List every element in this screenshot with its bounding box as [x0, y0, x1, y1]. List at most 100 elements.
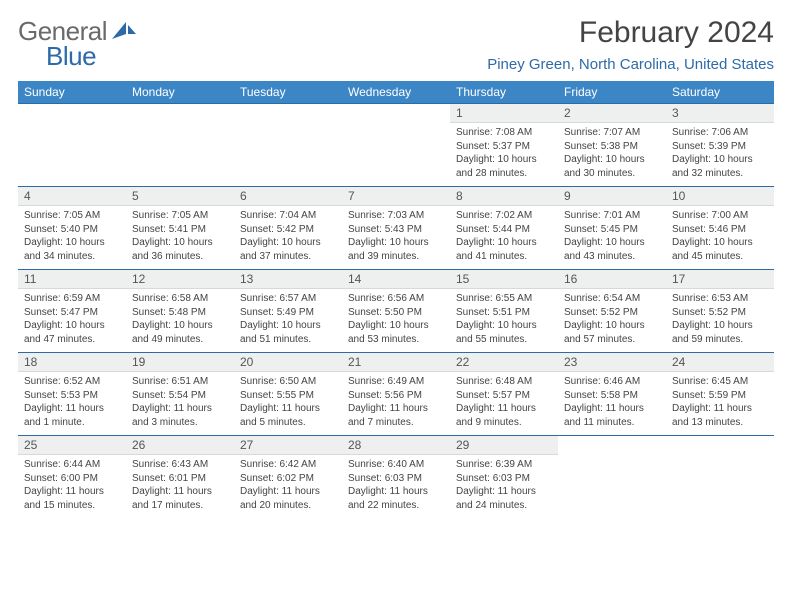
daylight-text-2: and 37 minutes.: [240, 250, 336, 264]
sunrise-text: Sunrise: 6:49 AM: [348, 375, 444, 389]
sunrise-text: Sunrise: 6:52 AM: [24, 375, 120, 389]
page-title: February 2024: [487, 16, 774, 50]
sunset-text: Sunset: 5:37 PM: [456, 140, 552, 154]
sunrise-text: Sunrise: 6:59 AM: [24, 292, 120, 306]
sunrise-text: Sunrise: 6:40 AM: [348, 458, 444, 472]
day-info: Sunrise: 6:56 AMSunset: 5:50 PMDaylight:…: [342, 289, 450, 352]
calendar-day-cell: [558, 436, 666, 519]
daylight-text-2: and 5 minutes.: [240, 416, 336, 430]
day-info: Sunrise: 6:43 AMSunset: 6:01 PMDaylight:…: [126, 455, 234, 518]
day-number: 2: [558, 104, 666, 123]
daylight-text-2: and 20 minutes.: [240, 499, 336, 513]
daylight-text-1: Daylight: 10 hours: [672, 153, 768, 167]
day-info: Sunrise: 6:50 AMSunset: 5:55 PMDaylight:…: [234, 372, 342, 435]
daylight-text-1: Daylight: 11 hours: [24, 402, 120, 416]
sunrise-text: Sunrise: 7:05 AM: [132, 209, 228, 223]
calendar-day-cell: 19Sunrise: 6:51 AMSunset: 5:54 PMDayligh…: [126, 353, 234, 436]
daylight-text-1: Daylight: 10 hours: [348, 319, 444, 333]
calendar-day-cell: 3Sunrise: 7:06 AMSunset: 5:39 PMDaylight…: [666, 104, 774, 187]
day-info: Sunrise: 6:55 AMSunset: 5:51 PMDaylight:…: [450, 289, 558, 352]
day-info: Sunrise: 6:40 AMSunset: 6:03 PMDaylight:…: [342, 455, 450, 518]
day-number: 17: [666, 270, 774, 289]
calendar-day-cell: 27Sunrise: 6:42 AMSunset: 6:02 PMDayligh…: [234, 436, 342, 519]
day-info: Sunrise: 7:05 AMSunset: 5:41 PMDaylight:…: [126, 206, 234, 269]
calendar-week-row: 1Sunrise: 7:08 AMSunset: 5:37 PMDaylight…: [18, 104, 774, 187]
sunrise-text: Sunrise: 7:05 AM: [24, 209, 120, 223]
title-block: February 2024 Piney Green, North Carolin…: [487, 16, 774, 73]
sunset-text: Sunset: 5:45 PM: [564, 223, 660, 237]
day-info: Sunrise: 6:54 AMSunset: 5:52 PMDaylight:…: [558, 289, 666, 352]
sunrise-text: Sunrise: 6:45 AM: [672, 375, 768, 389]
calendar-day-cell: 8Sunrise: 7:02 AMSunset: 5:44 PMDaylight…: [450, 187, 558, 270]
day-header: Friday: [558, 81, 666, 104]
calendar-day-cell: 16Sunrise: 6:54 AMSunset: 5:52 PMDayligh…: [558, 270, 666, 353]
day-number: 8: [450, 187, 558, 206]
day-header: Tuesday: [234, 81, 342, 104]
sunset-text: Sunset: 5:56 PM: [348, 389, 444, 403]
day-header: Thursday: [450, 81, 558, 104]
logo: General Blue: [18, 16, 136, 72]
day-number: 20: [234, 353, 342, 372]
calendar-day-cell: 12Sunrise: 6:58 AMSunset: 5:48 PMDayligh…: [126, 270, 234, 353]
sunrise-text: Sunrise: 6:44 AM: [24, 458, 120, 472]
sunset-text: Sunset: 5:51 PM: [456, 306, 552, 320]
day-number: 25: [18, 436, 126, 455]
sunset-text: Sunset: 6:03 PM: [456, 472, 552, 486]
sunset-text: Sunset: 5:44 PM: [456, 223, 552, 237]
sunrise-text: Sunrise: 6:56 AM: [348, 292, 444, 306]
sunset-text: Sunset: 6:02 PM: [240, 472, 336, 486]
day-number: 13: [234, 270, 342, 289]
daylight-text-1: Daylight: 10 hours: [348, 236, 444, 250]
daylight-text-1: Daylight: 10 hours: [564, 153, 660, 167]
day-number: 28: [342, 436, 450, 455]
daylight-text-2: and 3 minutes.: [132, 416, 228, 430]
day-info: Sunrise: 6:49 AMSunset: 5:56 PMDaylight:…: [342, 372, 450, 435]
day-info: Sunrise: 6:48 AMSunset: 5:57 PMDaylight:…: [450, 372, 558, 435]
day-info: Sunrise: 7:03 AMSunset: 5:43 PMDaylight:…: [342, 206, 450, 269]
day-number: 1: [450, 104, 558, 123]
day-number: 15: [450, 270, 558, 289]
day-info: Sunrise: 6:39 AMSunset: 6:03 PMDaylight:…: [450, 455, 558, 518]
daylight-text-1: Daylight: 10 hours: [564, 319, 660, 333]
daylight-text-1: Daylight: 10 hours: [456, 236, 552, 250]
sunrise-text: Sunrise: 6:55 AM: [456, 292, 552, 306]
sunset-text: Sunset: 5:48 PM: [132, 306, 228, 320]
day-info: Sunrise: 7:00 AMSunset: 5:46 PMDaylight:…: [666, 206, 774, 269]
sunrise-text: Sunrise: 7:06 AM: [672, 126, 768, 140]
calendar-day-cell: 5Sunrise: 7:05 AMSunset: 5:41 PMDaylight…: [126, 187, 234, 270]
daylight-text-2: and 11 minutes.: [564, 416, 660, 430]
calendar-day-cell: 4Sunrise: 7:05 AMSunset: 5:40 PMDaylight…: [18, 187, 126, 270]
daylight-text-2: and 53 minutes.: [348, 333, 444, 347]
daylight-text-2: and 13 minutes.: [672, 416, 768, 430]
calendar-day-cell: 15Sunrise: 6:55 AMSunset: 5:51 PMDayligh…: [450, 270, 558, 353]
calendar-day-cell: 6Sunrise: 7:04 AMSunset: 5:42 PMDaylight…: [234, 187, 342, 270]
calendar-day-cell: [234, 104, 342, 187]
daylight-text-1: Daylight: 10 hours: [132, 319, 228, 333]
calendar-table: Sunday Monday Tuesday Wednesday Thursday…: [18, 81, 774, 518]
calendar-day-cell: 18Sunrise: 6:52 AMSunset: 5:53 PMDayligh…: [18, 353, 126, 436]
day-header: Sunday: [18, 81, 126, 104]
day-info: Sunrise: 6:42 AMSunset: 6:02 PMDaylight:…: [234, 455, 342, 518]
sunrise-text: Sunrise: 6:43 AM: [132, 458, 228, 472]
daylight-text-2: and 9 minutes.: [456, 416, 552, 430]
sunrise-text: Sunrise: 7:07 AM: [564, 126, 660, 140]
daylight-text-2: and 1 minute.: [24, 416, 120, 430]
sunset-text: Sunset: 5:50 PM: [348, 306, 444, 320]
day-number: 29: [450, 436, 558, 455]
calendar-day-cell: [126, 104, 234, 187]
calendar-week-row: 18Sunrise: 6:52 AMSunset: 5:53 PMDayligh…: [18, 353, 774, 436]
sunset-text: Sunset: 5:59 PM: [672, 389, 768, 403]
daylight-text-2: and 45 minutes.: [672, 250, 768, 264]
day-number: 27: [234, 436, 342, 455]
daylight-text-2: and 32 minutes.: [672, 167, 768, 181]
daylight-text-1: Daylight: 10 hours: [240, 319, 336, 333]
daylight-text-2: and 55 minutes.: [456, 333, 552, 347]
daylight-text-1: Daylight: 11 hours: [564, 402, 660, 416]
daylight-text-1: Daylight: 10 hours: [456, 319, 552, 333]
sunrise-text: Sunrise: 7:00 AM: [672, 209, 768, 223]
day-info: Sunrise: 6:51 AMSunset: 5:54 PMDaylight:…: [126, 372, 234, 435]
daylight-text-2: and 34 minutes.: [24, 250, 120, 264]
calendar-day-cell: 2Sunrise: 7:07 AMSunset: 5:38 PMDaylight…: [558, 104, 666, 187]
calendar-week-row: 25Sunrise: 6:44 AMSunset: 6:00 PMDayligh…: [18, 436, 774, 519]
sunrise-text: Sunrise: 6:42 AM: [240, 458, 336, 472]
